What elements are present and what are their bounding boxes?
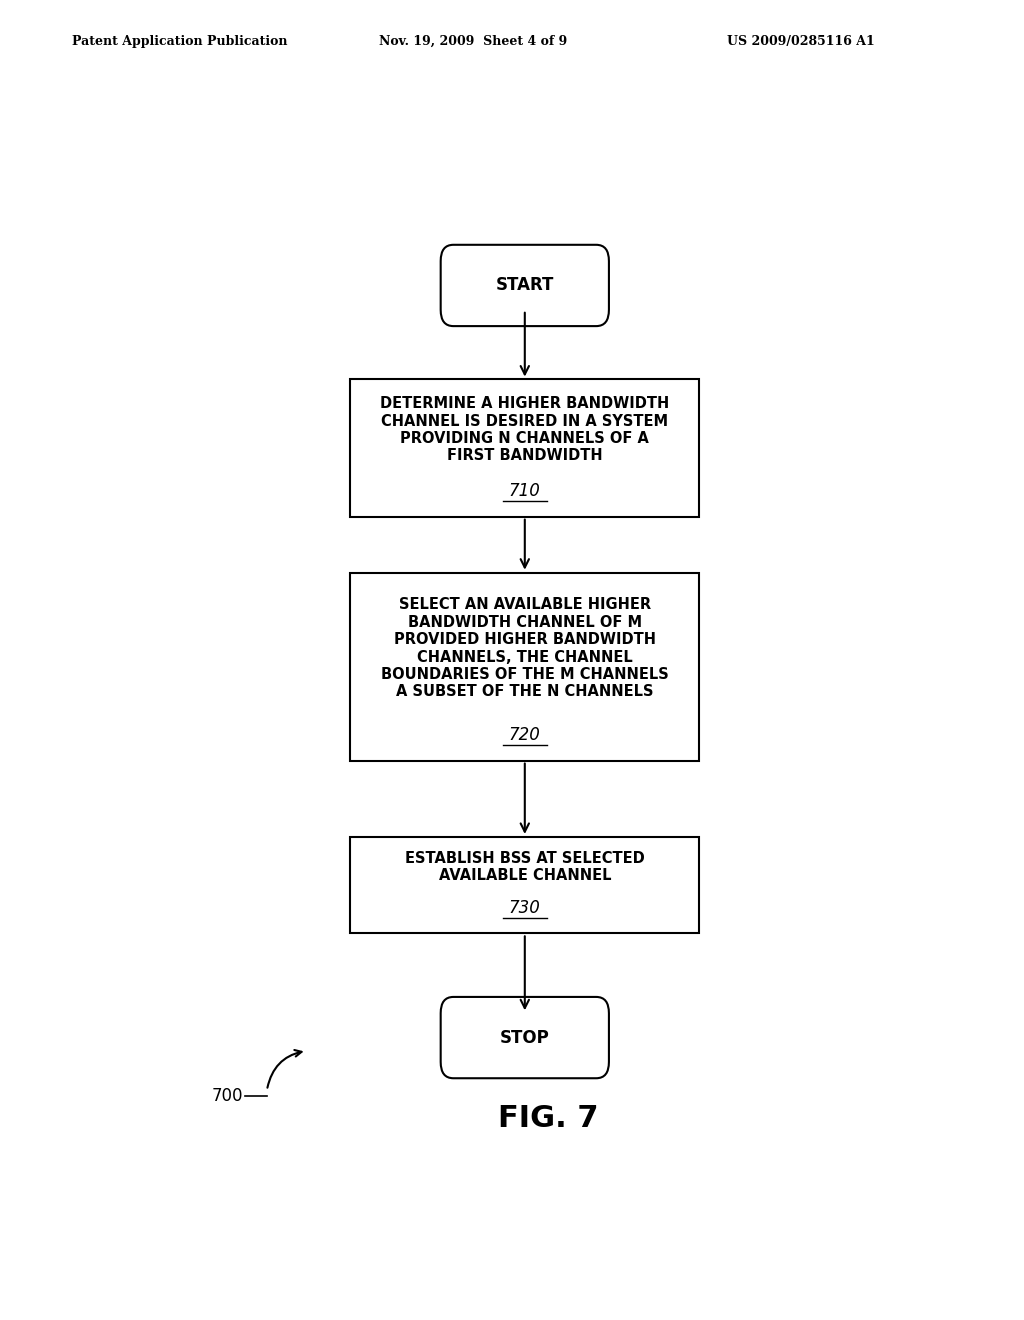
Bar bbox=[350, 379, 699, 516]
Text: DETERMINE A HIGHER BANDWIDTH
CHANNEL IS DESIRED IN A SYSTEM
PROVIDING N CHANNELS: DETERMINE A HIGHER BANDWIDTH CHANNEL IS … bbox=[380, 396, 670, 463]
Text: 710: 710 bbox=[509, 482, 541, 500]
Text: START: START bbox=[496, 276, 554, 294]
Text: 720: 720 bbox=[509, 726, 541, 744]
Bar bbox=[350, 573, 699, 760]
FancyBboxPatch shape bbox=[440, 997, 609, 1078]
Text: ESTABLISH BSS AT SELECTED
AVAILABLE CHANNEL: ESTABLISH BSS AT SELECTED AVAILABLE CHAN… bbox=[404, 850, 645, 883]
FancyBboxPatch shape bbox=[440, 244, 609, 326]
Bar bbox=[350, 837, 699, 933]
Text: STOP: STOP bbox=[500, 1028, 550, 1047]
Text: SELECT AN AVAILABLE HIGHER
BANDWIDTH CHANNEL OF M
PROVIDED HIGHER BANDWIDTH
CHAN: SELECT AN AVAILABLE HIGHER BANDWIDTH CHA… bbox=[381, 598, 669, 700]
Text: Patent Application Publication: Patent Application Publication bbox=[72, 34, 287, 48]
Text: FIG. 7: FIG. 7 bbox=[499, 1105, 599, 1134]
Text: Nov. 19, 2009  Sheet 4 of 9: Nov. 19, 2009 Sheet 4 of 9 bbox=[379, 34, 567, 48]
Text: US 2009/0285116 A1: US 2009/0285116 A1 bbox=[727, 34, 874, 48]
Text: 700: 700 bbox=[211, 1086, 243, 1105]
Text: 730: 730 bbox=[509, 899, 541, 917]
